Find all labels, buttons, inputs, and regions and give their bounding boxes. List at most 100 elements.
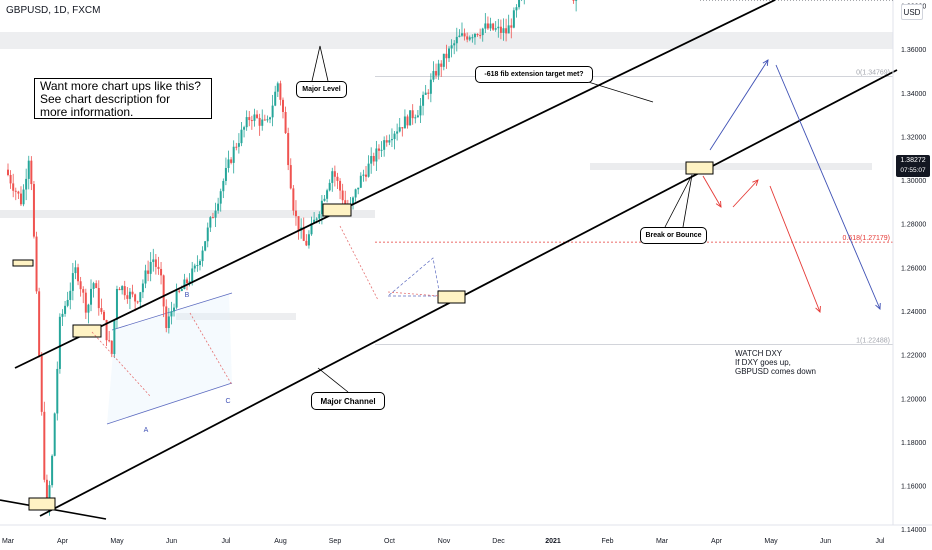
time-tick-label: Mar [656, 538, 669, 545]
candle-body [43, 411, 46, 480]
candle-body [510, 25, 513, 28]
candle-body [307, 234, 310, 246]
candle-body [318, 214, 321, 219]
candle-body [458, 35, 461, 37]
candle-body [198, 261, 201, 266]
candle-body [320, 200, 323, 215]
fib-label: 1(1.22488) [856, 337, 890, 344]
candle-body [476, 33, 479, 36]
candle-body [333, 171, 336, 177]
candle-body [364, 174, 367, 177]
time-tick-label: Apr [57, 538, 69, 545]
candle-body [266, 119, 269, 121]
candle-body [448, 48, 451, 59]
candle-body [419, 105, 422, 116]
candle-body [357, 187, 360, 190]
highlight-box [28, 497, 56, 511]
candle-body [253, 114, 256, 121]
candle-body [32, 184, 35, 237]
time-tick-label: Sep [329, 538, 342, 545]
wave-label: B [185, 292, 190, 299]
candle-body [30, 160, 33, 185]
candle-body [118, 288, 121, 291]
candle-body [196, 265, 199, 267]
candle-body [185, 279, 188, 284]
time-tick-label: Aug [274, 538, 287, 545]
candle-body [258, 117, 261, 126]
candle-body [515, 7, 518, 11]
time-tick-label: Jul [222, 538, 231, 545]
candle-body [302, 227, 305, 241]
candle-body [123, 286, 126, 296]
candle-body [422, 94, 425, 106]
candle-body [95, 283, 98, 288]
candle-body [271, 105, 274, 118]
time-tick-label: May [764, 538, 778, 545]
candle-body [492, 23, 495, 30]
candle-body [313, 219, 316, 224]
bounce-arrow-1-head [715, 200, 722, 208]
candle-body [191, 268, 194, 282]
price-tick-label: 1.16000 [901, 484, 926, 491]
candle-body [235, 146, 238, 148]
wedge-zone [107, 294, 232, 424]
price-tick-label: 1.18000 [901, 440, 926, 447]
candle-body [170, 311, 173, 317]
wave-label: A [144, 427, 149, 434]
candle-body [409, 110, 412, 126]
candle-body [518, 0, 521, 8]
currency-button[interactable]: USD [901, 4, 923, 20]
candle-body [281, 99, 284, 112]
wedge-lower-line [106, 382, 233, 425]
candle-body [398, 127, 401, 132]
candle-body [473, 33, 476, 38]
candle-body [126, 295, 129, 299]
candle-body [336, 176, 339, 181]
candle-body [370, 156, 373, 164]
candle-body [460, 33, 463, 36]
price-tick-label: 1.34000 [901, 91, 926, 98]
candle-body [388, 140, 391, 143]
candle-body [414, 117, 417, 119]
candle-body [25, 178, 28, 190]
candle-body [331, 171, 334, 183]
bounce-arrow-3-head [815, 305, 821, 313]
candle-body [289, 165, 292, 189]
candle-body [219, 191, 222, 204]
candle-body [188, 281, 191, 284]
candle-body [463, 33, 466, 37]
candle-body [396, 131, 399, 134]
candle-body [279, 83, 282, 100]
candle-body [102, 311, 105, 321]
support-zone [176, 313, 296, 320]
candle-body [9, 174, 12, 184]
candle-body [411, 110, 414, 119]
candle-body [61, 313, 64, 317]
candle-body [92, 283, 95, 289]
candle-body [141, 283, 144, 293]
time-tick-label: Mar [2, 538, 15, 545]
candle-body [284, 111, 287, 134]
symbol-title[interactable]: GBPUSD, 1D, FXCM [6, 5, 101, 16]
channel-lower-line [39, 69, 898, 517]
candle-body [424, 92, 427, 95]
candle-body [245, 117, 248, 128]
candle-body [393, 133, 396, 140]
watch-line-2: If DXY goes up, [735, 358, 791, 367]
candle-body [136, 301, 139, 303]
candle-body [471, 37, 474, 39]
candle-body [339, 180, 342, 191]
candle-body [82, 289, 85, 293]
candle-body [479, 35, 482, 37]
candle-body [222, 180, 225, 192]
candle-body [115, 288, 118, 320]
time-tick-label: Dec [492, 538, 505, 545]
candle-body [390, 139, 393, 141]
candle-body [74, 267, 77, 274]
candle-body [401, 127, 404, 129]
candle-body [505, 28, 508, 34]
candle-body [173, 307, 176, 312]
major-level-pointer [311, 45, 329, 82]
candle-body [45, 479, 48, 508]
